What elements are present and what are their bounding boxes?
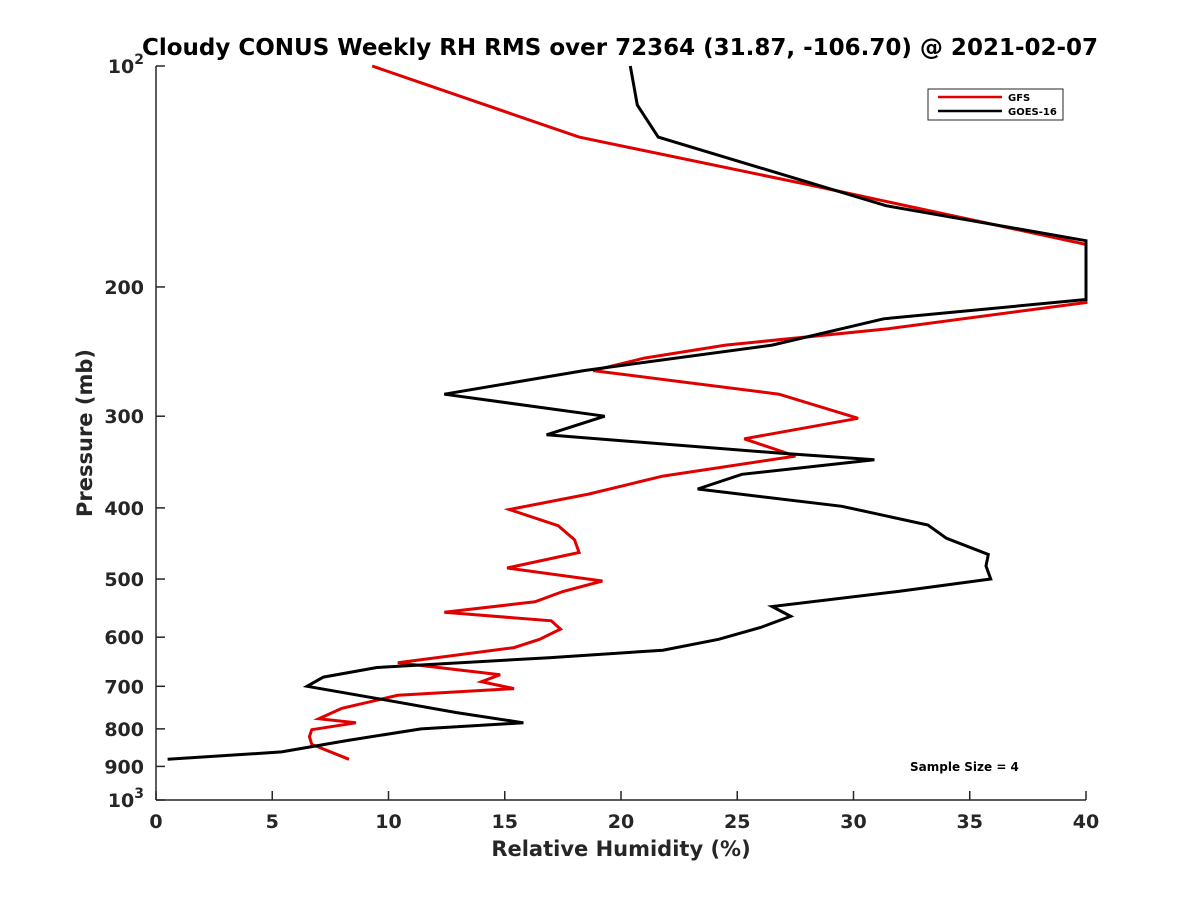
y-tick-label: 300 [104, 406, 144, 428]
x-tick-label: 25 [724, 811, 750, 833]
y-tick-label: 500 [104, 569, 144, 591]
series-line-goes-16 [167, 65, 1088, 761]
x-ticks: 0 5 10 15 20 25 30 35 40 [149, 791, 1099, 833]
y-axis-label: Pressure (mb) [73, 349, 97, 517]
y-tick-label: 600 [104, 627, 144, 649]
y-tick-label: 200 [104, 277, 144, 299]
x-tick-label: 15 [492, 811, 518, 833]
y-tick-label: 103 [108, 786, 144, 812]
y-tick-label: 800 [104, 719, 144, 741]
y-tick-label: 700 [104, 676, 144, 698]
y-ticks: 102 200 300 400 500 600 700 800 900 103 [104, 52, 165, 812]
x-tick-label: 40 [1073, 811, 1099, 833]
x-axis-label: Relative Humidity (%) [491, 837, 750, 861]
y-tick-label: 400 [104, 498, 144, 520]
x-tick-label: 5 [266, 811, 279, 833]
legend: GFS GOES-16 [927, 88, 1064, 121]
x-tick-label: 0 [149, 811, 162, 833]
x-tick-label: 10 [375, 811, 401, 833]
legend-box [927, 88, 1064, 121]
series-group [167, 64, 1088, 761]
y-tick-label: 102 [108, 52, 144, 78]
legend-label-goes16: GOES-16 [1008, 107, 1057, 118]
y-tick-label: 900 [104, 756, 144, 778]
sample-size-annotation: Sample Size = 4 [910, 760, 1019, 774]
series-line-gfs [307, 64, 1088, 761]
x-tick-label: 35 [957, 811, 983, 833]
legend-label-gfs: GFS [1008, 93, 1030, 104]
chart-title: Cloudy CONUS Weekly RH RMS over 72364 (3… [142, 35, 1098, 61]
plot-area: 102 200 300 400 500 600 700 800 900 103 0 5 10 15 20 2… [104, 52, 1099, 833]
x-tick-label: 30 [840, 811, 866, 833]
x-tick-label: 20 [608, 811, 634, 833]
